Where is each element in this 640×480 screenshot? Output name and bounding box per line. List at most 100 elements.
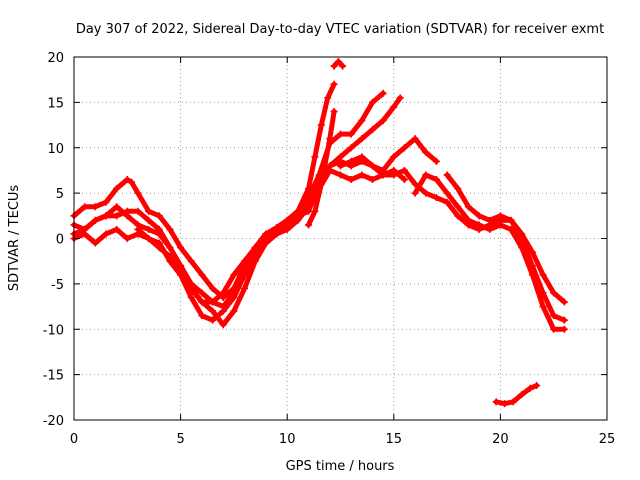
data-point xyxy=(102,198,110,206)
data-point xyxy=(113,185,121,193)
data-point xyxy=(311,207,319,215)
data-point xyxy=(241,284,249,292)
data-point xyxy=(209,307,217,315)
data-point xyxy=(509,398,517,406)
data-point xyxy=(283,221,291,229)
data-point xyxy=(113,203,121,211)
x-tick-label: 10 xyxy=(279,432,296,447)
data-point xyxy=(411,135,419,143)
data-point xyxy=(102,212,110,220)
data-point xyxy=(486,225,494,233)
data-point xyxy=(475,221,483,229)
y-axis-label: SDTVAR / TECUs xyxy=(7,185,22,292)
y-tick-label: -10 xyxy=(43,323,64,338)
data-point xyxy=(411,180,419,188)
data-point xyxy=(241,271,249,279)
data-point xyxy=(123,235,131,242)
data-point xyxy=(560,316,568,324)
data-point xyxy=(358,153,366,161)
data-point xyxy=(560,325,568,333)
data-point xyxy=(166,225,174,233)
data-point xyxy=(155,239,163,247)
data-point xyxy=(518,244,526,252)
data-point xyxy=(539,303,547,311)
data-point xyxy=(358,117,366,125)
series-line-sat-h xyxy=(444,172,567,305)
data-point xyxy=(187,284,195,292)
data-point xyxy=(347,130,355,138)
series-line-sat-f xyxy=(338,154,567,323)
data-point xyxy=(347,144,355,152)
data-point xyxy=(324,94,332,102)
data-point xyxy=(443,189,451,197)
axis-ticks: 0 5 10 15 20 25 -20 -15 -10 -5 0 5 10 15 20 xyxy=(43,51,616,447)
data-point xyxy=(311,153,319,161)
data-point xyxy=(526,384,534,392)
data-point xyxy=(91,216,99,224)
data-point xyxy=(145,225,153,233)
data-point xyxy=(496,212,504,220)
data-point xyxy=(400,176,408,184)
data-point xyxy=(326,135,334,143)
data-point xyxy=(390,171,398,179)
data-point xyxy=(528,248,536,256)
data-point xyxy=(198,298,206,306)
y-tick-label: 5 xyxy=(56,187,64,202)
data-point xyxy=(230,293,238,301)
data-point xyxy=(454,212,462,220)
data-point xyxy=(518,391,526,399)
data-point xyxy=(550,325,558,333)
data-point xyxy=(209,284,217,292)
data-point xyxy=(134,225,142,233)
data-point xyxy=(219,307,227,315)
data-point xyxy=(177,271,185,279)
data-point xyxy=(464,216,472,224)
y-tick-label: -15 xyxy=(43,369,64,384)
data-point xyxy=(337,162,344,170)
data-point xyxy=(330,80,338,88)
data-point xyxy=(464,203,472,211)
y-tick-label: 15 xyxy=(47,96,64,111)
data-point xyxy=(501,400,509,408)
series-markers-sat-a xyxy=(70,80,338,301)
data-point xyxy=(187,257,195,265)
data-point xyxy=(347,176,355,184)
data-point xyxy=(102,230,110,238)
data-point xyxy=(273,230,281,238)
data-point xyxy=(305,207,313,215)
y-tick-label: 20 xyxy=(47,51,64,66)
data-point xyxy=(155,212,163,220)
data-point xyxy=(145,207,153,215)
data-point xyxy=(219,321,227,329)
data-point xyxy=(454,203,462,211)
data-point xyxy=(539,271,547,279)
chart-title: Day 307 of 2022, Sidereal Day-to-day VTE… xyxy=(76,22,604,37)
data-point xyxy=(443,198,451,206)
data-point xyxy=(91,203,99,211)
series-markers-sat-k xyxy=(492,382,541,408)
data-point xyxy=(379,117,387,125)
data-point xyxy=(334,58,342,66)
data-point xyxy=(113,225,121,233)
data-point xyxy=(198,289,206,297)
data-point xyxy=(422,148,430,156)
data-point xyxy=(326,162,334,170)
data-point xyxy=(241,257,249,265)
data-point xyxy=(198,312,206,320)
data-point xyxy=(550,312,558,320)
y-tick-label: -5 xyxy=(51,278,64,293)
data-point xyxy=(390,153,398,161)
data-point xyxy=(422,171,430,179)
data-point xyxy=(123,176,131,184)
data-series xyxy=(70,58,568,408)
data-point xyxy=(230,271,238,279)
series-markers-sat-i xyxy=(305,107,338,229)
data-point xyxy=(198,271,206,279)
series-markers-sat-f xyxy=(337,153,568,324)
data-point xyxy=(358,135,366,143)
data-point xyxy=(262,239,270,247)
data-point xyxy=(317,121,325,129)
data-point xyxy=(81,203,89,211)
data-point xyxy=(550,289,558,297)
